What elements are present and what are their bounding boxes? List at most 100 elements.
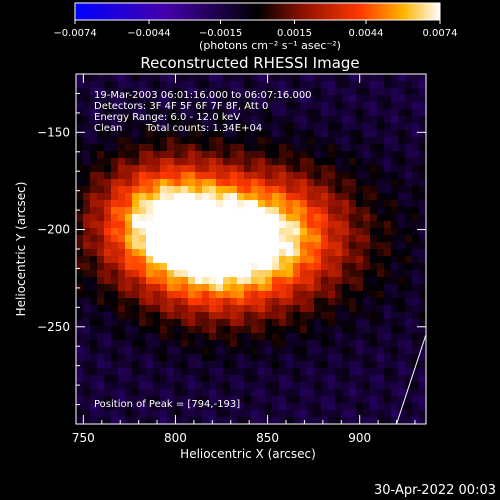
image-pixel <box>279 319 287 327</box>
image-pixel <box>342 95 350 103</box>
image-pixel <box>412 291 420 299</box>
image-pixel <box>314 200 322 208</box>
image-pixel <box>251 361 259 369</box>
image-pixel <box>286 242 294 250</box>
image-pixel <box>314 74 322 82</box>
image-pixel <box>111 172 119 180</box>
image-pixel <box>377 291 385 299</box>
image-pixel <box>146 298 154 306</box>
image-pixel <box>244 382 252 390</box>
image-pixel <box>272 235 280 243</box>
image-pixel <box>258 396 266 404</box>
image-pixel <box>314 102 322 110</box>
image-pixel <box>244 270 252 278</box>
image-pixel <box>111 221 119 229</box>
image-pixel <box>405 158 413 166</box>
image-pixel <box>223 235 231 243</box>
image-pixel <box>335 326 343 334</box>
image-pixel <box>230 214 238 222</box>
image-pixel <box>405 130 413 138</box>
image-pixel <box>286 221 294 229</box>
image-pixel <box>97 410 105 418</box>
image-pixel <box>391 298 399 306</box>
image-pixel <box>139 347 147 355</box>
image-pixel <box>90 172 98 180</box>
image-pixel <box>363 74 371 82</box>
image-pixel <box>286 193 294 201</box>
image-pixel <box>104 137 112 145</box>
image-pixel <box>181 270 189 278</box>
image-pixel <box>174 396 182 404</box>
image-pixel <box>195 305 203 313</box>
image-pixel <box>272 221 280 229</box>
image-pixel <box>104 207 112 215</box>
image-pixel <box>342 326 350 334</box>
image-pixel <box>349 116 357 124</box>
image-pixel <box>118 319 126 327</box>
image-pixel <box>272 214 280 222</box>
image-pixel <box>272 410 280 418</box>
image-pixel <box>391 263 399 271</box>
image-pixel <box>335 214 343 222</box>
image-pixel <box>181 256 189 264</box>
image-pixel <box>293 151 301 159</box>
image-pixel <box>391 186 399 194</box>
image-pixel <box>223 165 231 173</box>
image-pixel <box>363 368 371 376</box>
image-pixel <box>265 291 273 299</box>
image-pixel <box>237 340 245 348</box>
image-pixel <box>279 403 287 411</box>
image-pixel <box>349 277 357 285</box>
image-pixel <box>160 235 168 243</box>
image-pixel <box>370 116 378 124</box>
image-pixel <box>153 396 161 404</box>
image-pixel <box>216 137 224 145</box>
image-pixel <box>377 186 385 194</box>
image-pixel <box>104 249 112 257</box>
image-pixel <box>426 158 434 166</box>
image-pixel <box>244 130 252 138</box>
image-pixel <box>167 326 175 334</box>
image-pixel <box>83 375 91 383</box>
image-pixel <box>223 158 231 166</box>
image-pixel <box>97 228 105 236</box>
image-pixel <box>97 389 105 397</box>
image-pixel <box>132 172 140 180</box>
image-pixel <box>419 81 426 89</box>
image-pixel <box>97 375 105 383</box>
image-pixel <box>426 410 434 418</box>
image-pixel <box>314 207 322 215</box>
image-pixel <box>398 305 406 313</box>
image-pixel <box>216 144 224 152</box>
image-pixel <box>279 333 287 341</box>
image-pixel <box>188 214 196 222</box>
image-pixel <box>405 179 413 187</box>
image-pixel <box>384 347 392 355</box>
image-pixel <box>335 88 343 96</box>
image-pixel <box>356 130 364 138</box>
image-pixel <box>251 333 259 341</box>
image-pixel <box>419 221 426 229</box>
image-pixel <box>419 95 426 103</box>
image-pixel <box>83 221 91 229</box>
image-pixel <box>209 256 217 264</box>
image-pixel <box>328 291 336 299</box>
image-pixel <box>160 102 168 110</box>
image-pixel <box>328 403 336 411</box>
image-pixel <box>265 417 273 424</box>
image-pixel <box>314 123 322 131</box>
image-pixel <box>286 333 294 341</box>
image-pixel <box>391 207 399 215</box>
image-pixel <box>132 249 140 257</box>
image-pixel <box>251 137 259 145</box>
image-pixel <box>132 235 140 243</box>
image-pixel <box>237 284 245 292</box>
image-pixel <box>307 228 315 236</box>
image-pixel <box>104 333 112 341</box>
image-pixel <box>251 95 259 103</box>
image-pixel <box>265 130 273 138</box>
image-pixel <box>216 368 224 376</box>
image-pixel <box>363 186 371 194</box>
image-pixel <box>342 403 350 411</box>
image-pixel <box>349 242 357 250</box>
